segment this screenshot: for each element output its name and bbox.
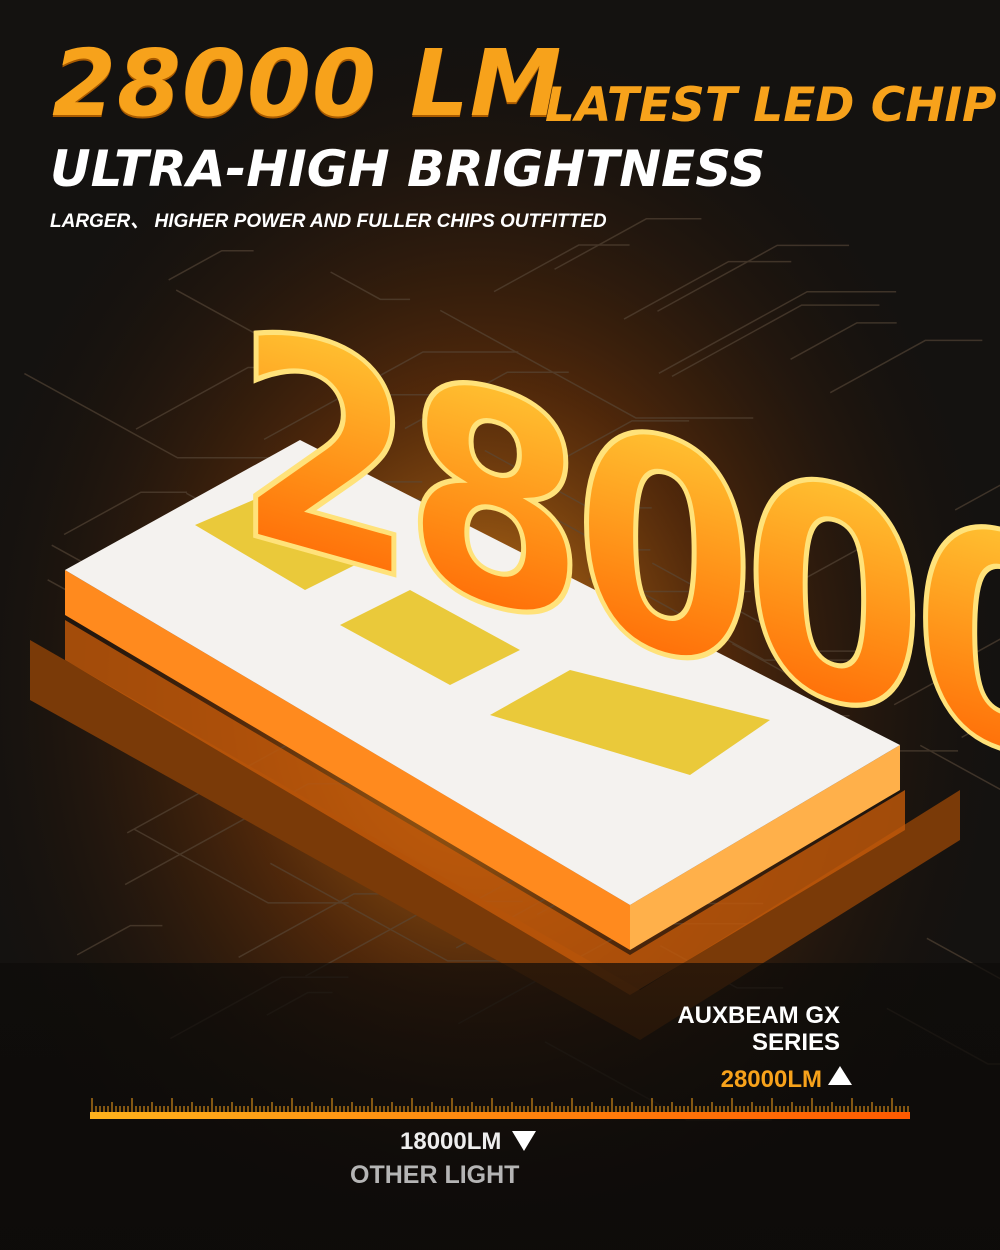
up-marker (828, 1066, 852, 1085)
circuit-trace (959, 638, 1000, 663)
circuit-trace (63, 491, 188, 536)
circuit-trace (554, 218, 702, 270)
other-lumens: 18000LM (400, 1128, 502, 1155)
tagline: LARGER、 HIGHER POWER AND FULLER CHIPS OU… (50, 211, 607, 232)
die (490, 670, 770, 775)
circuit-trace (961, 715, 1000, 739)
other-name: OTHER LIGHT (350, 1161, 520, 1189)
circuit-trace (135, 366, 316, 430)
chip-base (30, 640, 960, 1040)
ruler (90, 1112, 910, 1119)
circuit-trace (330, 271, 411, 301)
chip-side-right (630, 745, 900, 950)
circuit-trace (919, 744, 1000, 791)
chip-side-left (65, 570, 630, 950)
circuit-trace (602, 570, 862, 661)
product-name: AUXBEAM GX (677, 1002, 840, 1029)
circuit-trace (732, 643, 856, 687)
circuit-trace (657, 244, 850, 312)
circuit-trace (133, 828, 349, 904)
down-marker (512, 1131, 536, 1151)
circuit-trace (175, 289, 481, 396)
circuit-trace (790, 322, 897, 360)
product-name: SERIES (751, 1029, 840, 1056)
circuit-trace (651, 562, 909, 652)
circuit-trace (671, 304, 880, 378)
subtitle: ULTRA-HIGH BRIGHTNESS (50, 140, 766, 198)
circuit-trace (893, 674, 980, 706)
circuit-trace (484, 449, 652, 509)
circuit-trace (802, 549, 889, 581)
circuit-trace (546, 513, 651, 551)
circuit-trace (493, 244, 630, 293)
circuit-trace (829, 339, 983, 394)
product-lumens: 28000LM (720, 1066, 822, 1093)
circuit-trace (24, 372, 270, 459)
circuit-trace (658, 290, 897, 374)
circuit-trace (954, 484, 1000, 511)
headline-tag: LATEST LED CHIP (545, 78, 997, 133)
circuit-trace (589, 578, 727, 627)
die (195, 495, 375, 590)
circuit-trace (439, 309, 754, 419)
headline: 28000 LM (52, 30, 563, 137)
circuit-trace (168, 249, 254, 281)
ruler-ticks (91, 1098, 909, 1112)
circuit-trace (623, 260, 792, 320)
circuit-trace (263, 351, 519, 441)
die (340, 590, 520, 685)
circuit-trace (536, 420, 690, 474)
circuit-trace (76, 924, 163, 956)
circuit-trace (404, 371, 569, 430)
